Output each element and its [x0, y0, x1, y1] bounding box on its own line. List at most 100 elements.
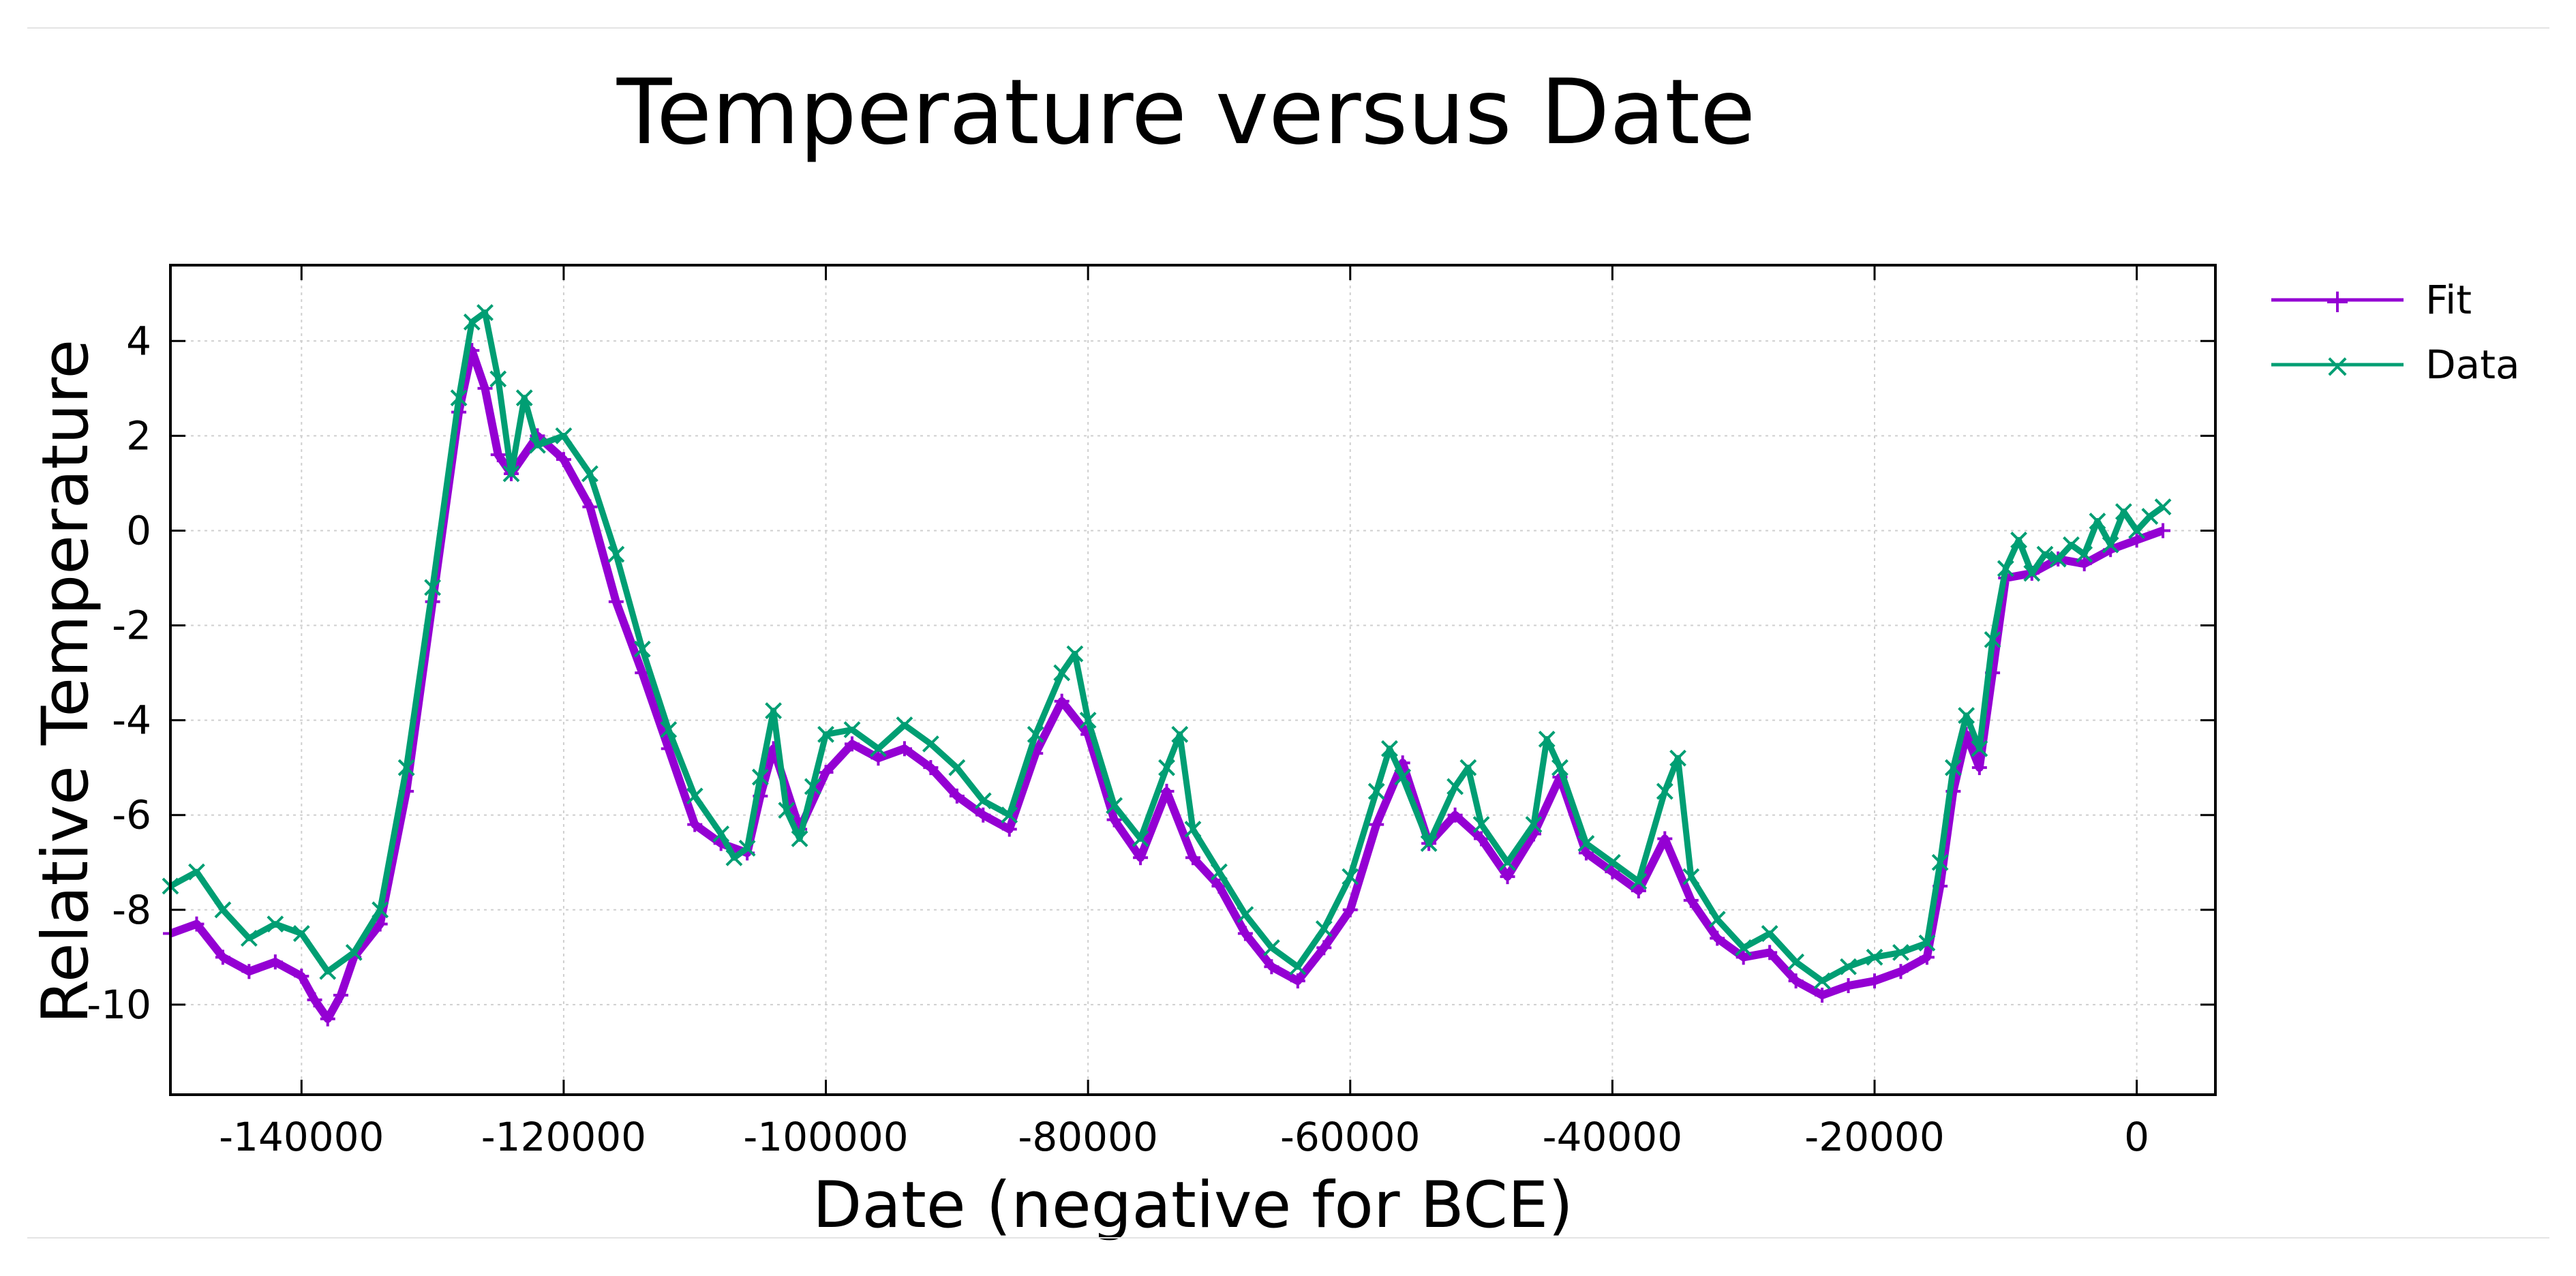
fit-point	[949, 788, 965, 804]
fit-point	[556, 452, 571, 468]
data-point	[1459, 759, 1477, 776]
fit-series	[163, 343, 2171, 1027]
data-point	[2115, 503, 2132, 521]
data-point	[319, 962, 337, 980]
data-point	[240, 930, 258, 947]
data-point	[581, 465, 598, 483]
data-point	[1499, 853, 1516, 871]
fit-point	[1369, 817, 1384, 832]
fit-point	[1840, 978, 1856, 994]
x-axis-ticks: -140000 -120000 -100000 -80000 -60000 -40000 -…	[219, 265, 2149, 1160]
data-point	[765, 702, 783, 720]
fit-point	[2155, 523, 2171, 538]
fit-point	[241, 964, 257, 979]
y-tick-label: -8	[112, 887, 151, 933]
data-point	[1551, 759, 1569, 776]
fit-point	[307, 992, 322, 1007]
x-tick-label: -100000	[743, 1114, 908, 1160]
data-point	[1027, 726, 1044, 743]
fit-point	[1788, 973, 1804, 989]
fit-line	[168, 346, 2165, 1023]
x-tick-label: -140000	[219, 1114, 384, 1160]
data-point	[843, 721, 861, 738]
fit-point	[1893, 964, 1909, 979]
fit-point	[1211, 879, 1227, 894]
legend-fit-marker: +	[2324, 282, 2351, 320]
data-point	[791, 830, 808, 847]
data-point	[292, 925, 310, 942]
fit-point	[1133, 850, 1149, 866]
data-point	[1761, 925, 1778, 942]
chart-title: Temperature versus Date	[616, 60, 1755, 165]
x-tick-label: -120000	[481, 1114, 646, 1160]
y-tick-label: -2	[112, 603, 151, 649]
data-point	[1682, 868, 1700, 885]
data-point	[1394, 768, 1412, 786]
legend: + Fit × Data	[2271, 277, 2520, 388]
data-point	[1237, 906, 1254, 924]
fit-point	[1106, 812, 1122, 827]
x-tick-label: -80000	[1018, 1114, 1157, 1160]
y-tick-label: 4	[126, 318, 151, 364]
data-point	[1446, 778, 1464, 795]
data-point	[607, 545, 625, 563]
fit-point	[1185, 850, 1200, 866]
data-point	[1211, 863, 1228, 881]
data-point	[896, 716, 913, 733]
data-point	[424, 579, 442, 596]
data-point	[267, 915, 284, 933]
data-point	[1656, 783, 1673, 800]
top-divider	[27, 27, 2549, 29]
fit-point	[1237, 926, 1253, 941]
data-point	[502, 465, 520, 483]
fit-point	[320, 1011, 335, 1027]
fit-point	[477, 380, 493, 396]
data-point	[214, 901, 232, 919]
fit-point	[1342, 902, 1358, 917]
data-point	[1840, 958, 1857, 975]
data-point	[2023, 564, 2041, 582]
data-point	[1315, 920, 1333, 938]
x-tick-label: -20000	[1804, 1114, 1944, 1160]
data-point	[1171, 726, 1189, 743]
data-point	[372, 901, 389, 919]
data-point	[738, 839, 756, 857]
fit-point	[1447, 807, 1463, 823]
y-tick-label: 0	[126, 507, 151, 553]
data-point	[712, 825, 730, 842]
fit-point	[1971, 760, 1987, 776]
legend-item-data: × Data	[2271, 341, 2520, 388]
fit-point	[267, 954, 283, 970]
data-point	[1538, 731, 1556, 748]
data-point	[1813, 972, 1831, 990]
fit-point	[215, 950, 230, 965]
plot-frame	[169, 264, 2217, 1096]
data-point	[922, 735, 939, 753]
fit-point	[687, 817, 703, 832]
data-point	[1958, 707, 1975, 725]
data-point	[751, 768, 769, 786]
fit-point	[1578, 845, 1594, 861]
data-point	[1132, 830, 1149, 847]
data-point	[2010, 531, 2027, 549]
fit-point	[896, 741, 912, 757]
data-point	[1971, 740, 1988, 757]
fit-point	[1762, 945, 1778, 960]
fit-point	[1500, 869, 1515, 885]
data-point	[1918, 935, 1936, 952]
data-point	[1184, 821, 1202, 838]
fit-point	[1736, 950, 1751, 965]
data-point	[450, 389, 468, 407]
fit-point	[923, 760, 939, 776]
y-axis-ticks: 4 2 0 -2 -4 -6 -8 -10	[87, 318, 2215, 1028]
data-point	[2036, 545, 2054, 563]
data-point	[2128, 522, 2146, 539]
data-line	[168, 309, 2165, 984]
data-point	[686, 787, 703, 805]
data-point	[476, 304, 494, 321]
y-tick-label: -4	[112, 697, 151, 744]
data-point	[1708, 911, 1726, 928]
data-series	[162, 304, 2172, 990]
fit-point	[1815, 987, 1830, 1003]
